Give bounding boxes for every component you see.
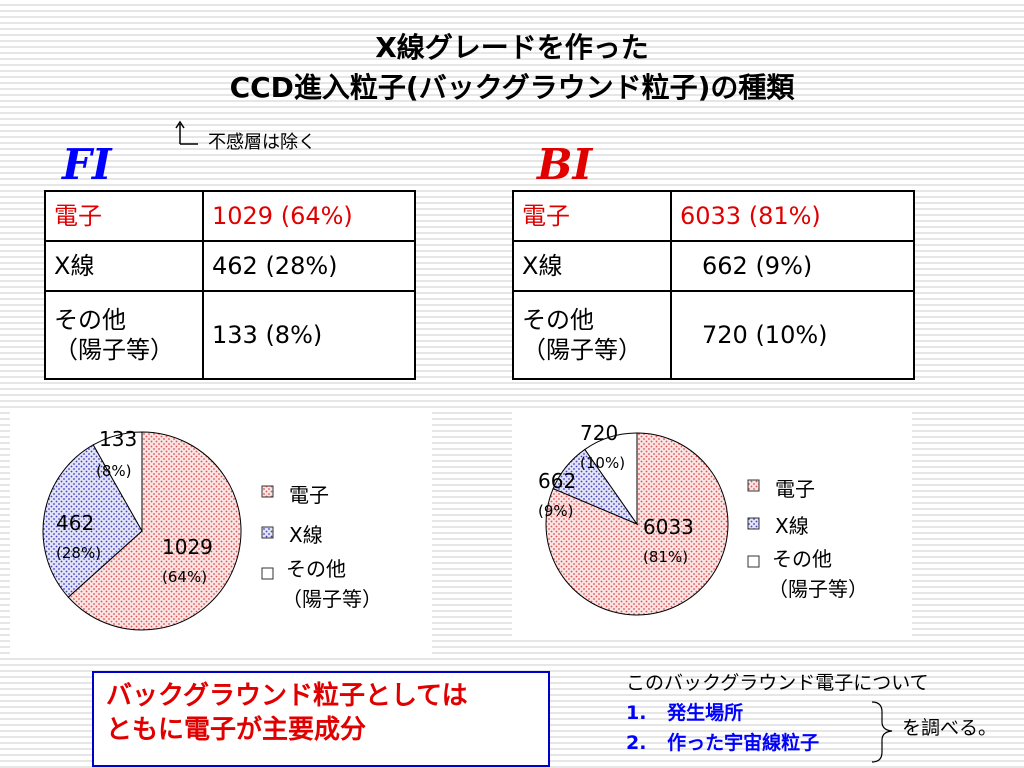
bi-other-name-line2: （陽子等） — [522, 336, 642, 364]
table-row: 電子 1029 (64%) — [44, 190, 416, 242]
todo-suffix: を調べる。 — [902, 717, 998, 739]
summary-line1: バックグラウンド粒子としては — [106, 681, 468, 711]
bi-electron-percent-label: (81%) — [643, 548, 688, 566]
fi-legend-other-swatch — [261, 567, 274, 580]
todo-item-1-num: 1. — [626, 702, 647, 724]
fi-electron-value: 1029 (64%) — [202, 190, 416, 242]
fi-electron-value-label: 1029 — [162, 535, 213, 559]
bi-electron-value: 6033 (81%) — [670, 190, 915, 242]
bi-legend-electron-swatch — [747, 479, 760, 492]
summary-line2: ともに電子が主要成分 — [106, 715, 367, 745]
fi-xray-percent-label: (28%) — [56, 544, 101, 562]
bi-pie-chart — [545, 432, 729, 616]
bi-xray-value-label: 662 — [538, 469, 576, 493]
todo-item-2-text: 作った宇宙線粒子 — [667, 732, 820, 754]
bi-other-name-line1: その他 — [522, 306, 594, 334]
table-row: X線 462 (28%) — [44, 240, 416, 292]
fi-other-percent-label: (8%) — [96, 462, 132, 480]
table-row: X線 662 (9%) — [512, 240, 915, 292]
bi-other-name: その他 （陽子等） — [512, 290, 672, 380]
fi-other-name: その他 （陽子等） — [44, 290, 204, 380]
bi-pie-slice-other — [584, 432, 638, 526]
table-row: 電子 6033 (81%) — [512, 190, 915, 242]
bi-xray-name: X線 — [512, 240, 672, 292]
fi-other-value-label: 133 — [99, 427, 137, 451]
summary-box: バックグラウンド粒子としては ともに電子が主要成分 — [92, 671, 550, 767]
fi-legend-electron: 電子 — [289, 483, 329, 507]
fi-label: FI — [62, 140, 112, 189]
fi-electron-percent-label: (64%) — [162, 568, 207, 586]
fi-legend-electron-swatch — [261, 485, 274, 498]
bi-label: BI — [537, 140, 593, 189]
bi-other-value: 720 (10%) — [670, 290, 915, 380]
todo-item-1-text: 発生場所 — [667, 702, 744, 724]
bi-other-value-label: 720 — [580, 421, 618, 445]
bi-electron-value-label: 6033 — [643, 515, 694, 539]
fi-table: 電子 1029 (64%) X線 462 (28%) その他 （陽子等） 133… — [44, 190, 416, 380]
brace-icon — [871, 701, 893, 763]
bi-legend-other: その他 — [772, 547, 832, 571]
bi-legend-other-line2: （陽子等） — [768, 577, 868, 601]
todo-heading: このバックグラウンド電子について — [626, 672, 929, 694]
fi-other-name-line2: （陽子等） — [54, 336, 174, 364]
bi-legend-xray: X線 — [775, 514, 809, 538]
table-row: その他 （陽子等） 720 (10%) — [512, 290, 915, 380]
title-line1: X線グレードを作った — [375, 31, 649, 64]
annotation-arrow-icon — [175, 120, 198, 145]
fi-legend-other-line2: （陽子等） — [282, 587, 382, 611]
todo-item-2: 2. 作った宇宙線粒子 — [626, 730, 819, 757]
bi-legend-xray-swatch — [747, 517, 760, 530]
bi-legend-other-swatch — [747, 555, 760, 568]
bi-other-percent-label: (10%) — [580, 454, 625, 472]
fi-xray-value: 462 (28%) — [202, 240, 416, 292]
table-row: その他 （陽子等） 133 (8%) — [44, 290, 416, 380]
fi-electron-name: 電子 — [44, 190, 204, 242]
fi-legend-xray-swatch — [261, 526, 274, 539]
fi-pie-slice-electron — [67, 431, 242, 631]
bi-xray-value: 662 (9%) — [670, 240, 915, 292]
fi-pie-slice-xray — [42, 444, 143, 598]
fi-other-value: 133 (8%) — [202, 290, 416, 380]
fi-pie-chart — [42, 431, 242, 631]
bi-table: 電子 6033 (81%) X線 662 (9%) その他 （陽子等） 720 … — [512, 190, 915, 380]
bi-xray-percent-label: (9%) — [538, 502, 574, 520]
fi-other-name-line1: その他 — [54, 306, 126, 334]
bi-legend-electron: 電子 — [775, 477, 815, 501]
todo-item-2-num: 2. — [626, 732, 647, 754]
fi-xray-value-label: 462 — [56, 511, 94, 535]
fi-pie-slice-other — [92, 431, 143, 533]
todo-item-1: 1. 発生場所 — [626, 700, 743, 727]
fi-legend-xray: X線 — [289, 523, 323, 547]
title-line2: CCD進入粒子(バックグラウンド粒子)の種類 — [229, 71, 795, 104]
fi-xray-name: X線 — [44, 240, 204, 292]
annotation-text: 不感層は除く — [208, 132, 316, 153]
fi-legend-other: その他 — [286, 557, 346, 581]
bi-electron-name: 電子 — [512, 190, 672, 242]
